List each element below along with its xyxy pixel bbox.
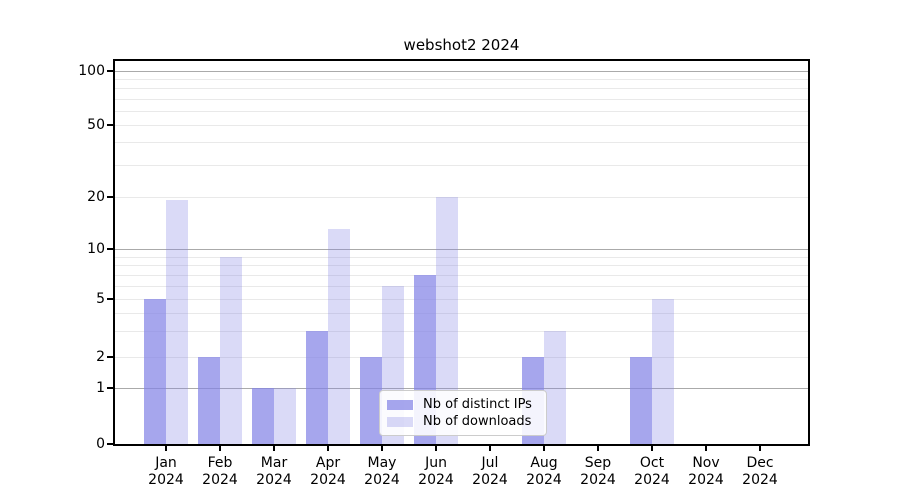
- ytick-label-1: 1: [96, 380, 105, 396]
- ytick-mark-0: [107, 443, 113, 445]
- bar-nb-of-distinct-ips-apr: [306, 331, 328, 444]
- legend-label-distinct-ips: Nb of distinct IPs: [423, 397, 532, 412]
- minor-gridline-30: [115, 164, 808, 166]
- legend-swatch-downloads: [387, 416, 413, 427]
- minor-gridline-6: [115, 285, 808, 287]
- xtick-mark-dec: [759, 446, 761, 451]
- xtick-label-jul: Jul 2024: [472, 455, 508, 488]
- minor-gridline-90: [115, 78, 808, 80]
- xtick-mark-oct: [651, 446, 653, 451]
- minor-gridline-40: [115, 142, 808, 144]
- ytick-label-5: 5: [96, 291, 105, 307]
- bar-nb-of-distinct-ips-oct: [630, 356, 652, 444]
- ytick-mark-10: [107, 248, 113, 250]
- bar-nb-of-downloads-oct: [652, 299, 674, 444]
- xtick-label-nov: Nov 2024: [688, 455, 724, 488]
- bar-nb-of-distinct-ips-jan: [144, 299, 166, 444]
- ytick-mark-20: [107, 195, 113, 198]
- minor-gridline-9: [115, 256, 808, 258]
- ytick-label-50: 50: [87, 117, 105, 133]
- legend-entry-distinct-ips: Nb of distinct IPs: [387, 397, 538, 412]
- xtick-label-oct: Oct 2024: [634, 455, 670, 488]
- legend-label-downloads: Nb of downloads: [423, 414, 532, 429]
- bar-nb-of-downloads-jan: [166, 200, 188, 444]
- legend-entry-downloads: Nb of downloads: [387, 414, 538, 429]
- minor-gridline-8: [115, 265, 808, 267]
- minor-gridline-3: [115, 331, 808, 333]
- xtick-mark-jun: [435, 446, 437, 451]
- xtick-label-jan: Jan 2024: [148, 455, 184, 488]
- bar-nb-of-distinct-ips-feb: [198, 356, 220, 444]
- chart-title: webshot2 2024: [403, 36, 520, 54]
- bar-nb-of-downloads-apr: [328, 229, 350, 444]
- ytick-mark-5: [107, 298, 113, 300]
- xtick-mark-apr: [327, 446, 329, 451]
- xtick-mark-jan: [165, 446, 167, 451]
- xtick-label-may: May 2024: [364, 455, 400, 488]
- xtick-label-aug: Aug 2024: [526, 455, 562, 488]
- xtick-label-sep: Sep 2024: [580, 455, 616, 488]
- xtick-mark-feb: [219, 446, 221, 451]
- major-gridline-1: [115, 388, 808, 389]
- ytick-mark-50: [107, 124, 113, 126]
- major-gridline-10: [115, 249, 808, 250]
- bar-nb-of-distinct-ips-mar: [252, 388, 274, 444]
- xtick-mark-jul: [489, 446, 491, 451]
- xtick-mark-sep: [597, 446, 599, 451]
- minor-gridline-80: [115, 88, 808, 89]
- xtick-label-feb: Feb 2024: [202, 455, 238, 488]
- minor-gridline-20: [115, 196, 808, 198]
- xtick-label-jun: Jun 2024: [418, 455, 454, 488]
- xtick-mark-may: [381, 446, 383, 451]
- ytick-label-10: 10: [87, 241, 105, 257]
- ytick-label-100: 100: [78, 62, 105, 79]
- xtick-label-dec: Dec 2024: [742, 455, 778, 488]
- xtick-mark-nov: [705, 446, 707, 451]
- minor-gridline-7: [115, 274, 808, 276]
- minor-gridline-60: [115, 110, 808, 112]
- minor-gridline-50: [115, 125, 808, 126]
- xtick-mark-aug: [543, 446, 545, 451]
- xtick-label-apr: Apr 2024: [310, 455, 346, 488]
- minor-gridline-4: [115, 313, 808, 314]
- plot-area: Nb of distinct IPs Nb of downloads: [113, 59, 810, 446]
- legend-swatch-distinct-ips: [387, 399, 413, 410]
- xtick-label-mar: Mar 2024: [256, 455, 292, 488]
- major-gridline-100: [115, 70, 808, 72]
- bar-nb-of-downloads-mar: [274, 388, 296, 444]
- bar-nb-of-downloads-feb: [220, 256, 242, 444]
- minor-gridline-5: [115, 299, 808, 300]
- ytick-label-20: 20: [87, 188, 105, 205]
- ytick-label-0: 0: [96, 436, 105, 452]
- bar-nb-of-downloads-jun: [436, 196, 458, 444]
- xtick-mark-mar: [273, 446, 275, 451]
- bar-nb-of-downloads-aug: [544, 331, 566, 444]
- ytick-label-2: 2: [96, 348, 105, 365]
- ytick-mark-2: [107, 355, 113, 358]
- minor-gridline-70: [115, 98, 808, 100]
- bar-nb-of-distinct-ips-may: [360, 356, 382, 444]
- ytick-mark-1: [107, 387, 113, 389]
- ytick-mark-100: [107, 69, 113, 72]
- minor-gridline-2: [115, 356, 808, 358]
- legend: Nb of distinct IPs Nb of downloads: [379, 390, 547, 436]
